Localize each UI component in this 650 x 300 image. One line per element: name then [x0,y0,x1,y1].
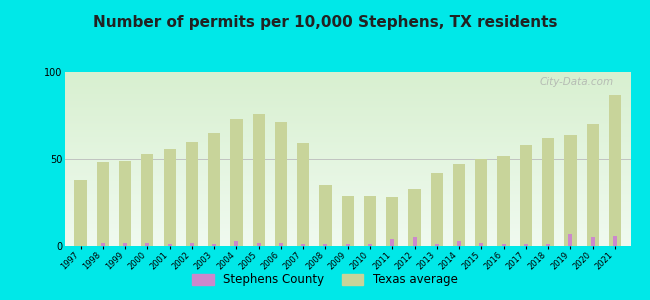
Bar [368,244,372,246]
Bar [346,244,350,246]
Bar [253,114,265,246]
Bar [475,159,488,246]
Bar [186,142,198,246]
Bar [413,237,417,246]
Bar [119,161,131,246]
Bar [324,244,328,246]
Bar [542,138,554,246]
Bar [319,185,332,246]
Bar [453,164,465,246]
Text: Number of permits per 10,000 Stephens, TX residents: Number of permits per 10,000 Stephens, T… [93,15,557,30]
Bar [457,241,461,246]
Bar [342,196,354,246]
Bar [546,244,550,246]
Bar [275,122,287,246]
Bar [497,155,510,246]
Bar [212,244,216,246]
Bar [502,244,506,246]
Bar [97,163,109,246]
Bar [141,154,153,246]
Bar [257,242,261,246]
Bar [101,242,105,246]
Bar [301,244,305,246]
Bar [564,135,577,246]
Bar [146,242,150,246]
Bar [75,180,86,246]
Bar [235,241,239,246]
Bar [386,197,398,246]
Bar [208,133,220,246]
Bar [364,196,376,246]
Bar [591,237,595,246]
Bar [479,242,484,246]
Bar [164,148,176,246]
Bar [568,234,573,246]
Legend: Stephens County, Texas average: Stephens County, Texas average [188,269,462,291]
Bar [613,236,617,246]
Bar [230,119,242,246]
Bar [390,239,395,246]
Bar [297,143,309,246]
Bar [190,242,194,246]
Bar [586,124,599,246]
Bar [408,189,421,246]
Bar [435,244,439,246]
Text: City-Data.com: City-Data.com [540,77,614,87]
Bar [279,242,283,246]
Bar [609,94,621,246]
Bar [168,244,172,246]
Bar [520,145,532,246]
Bar [123,242,127,246]
Bar [431,173,443,246]
Bar [524,244,528,246]
